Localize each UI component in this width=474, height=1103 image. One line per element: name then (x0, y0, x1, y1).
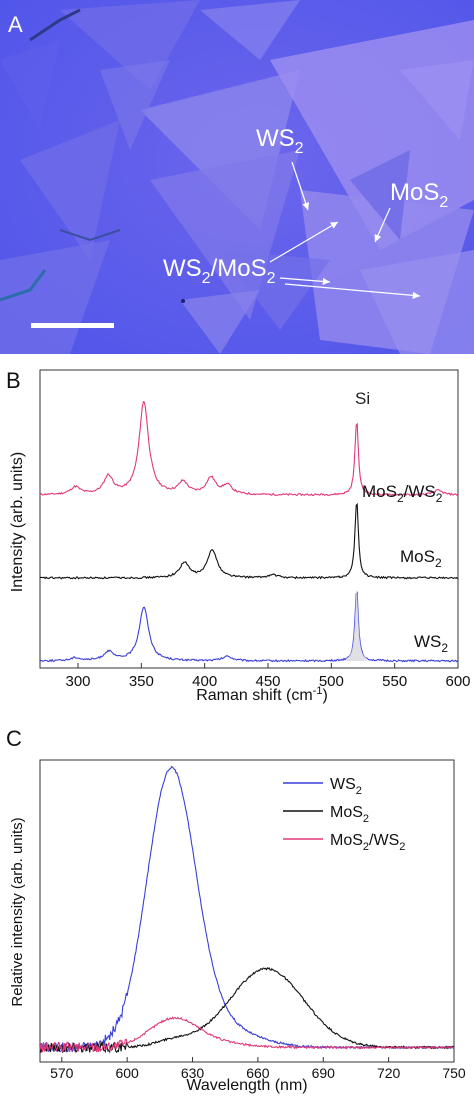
raman-label-mos2: MoS2 (400, 547, 442, 570)
raman-y-axis-label: Intensity (arb. units) (9, 452, 26, 593)
debris (0, 8, 185, 303)
raman-series-line-2 (39, 591, 458, 663)
panel-a-label: A (8, 12, 23, 37)
pl-x-ticks: 570 600 630 660 690 720 750 (50, 1057, 466, 1081)
raman-chart: B 300 350 400 450 500 550 600 Si MoS2/WS2 MoS2… (0, 362, 474, 708)
arrow-mos2 (374, 207, 391, 243)
raman-x-tick-label: 500 (319, 673, 344, 690)
pl-y-axis-label: Relative intensity (arb. units) (9, 817, 26, 1006)
raman-x-tick-label: 300 (65, 673, 90, 690)
raman-label-ws2: WS2 (414, 632, 448, 655)
pl-x-tick-label: 690 (312, 1065, 336, 1081)
arrow-ws2 (291, 161, 310, 211)
pl-x-tick-label: 570 (50, 1065, 74, 1081)
legend-mos2: MoS2 (330, 804, 369, 825)
raman-chart-svg: B 300 350 400 450 500 550 600 Si MoS2/WS2 MoS2… (6, 368, 471, 704)
arrow-hetero-2 (279, 277, 331, 286)
pl-x-tick-label: 720 (377, 1065, 401, 1081)
pl-series-group (39, 765, 455, 1054)
pl-plot-frame (39, 759, 455, 1063)
annotation-arrows (269, 161, 421, 299)
raman-x-tick-label: 450 (255, 673, 280, 690)
mos2-annotation: MoS2 (390, 179, 448, 211)
raman-x-tick-label: 600 (445, 673, 470, 690)
raman-series-line-0 (39, 400, 458, 497)
arrow-hetero-3 (284, 283, 421, 299)
panel-b-label: B (6, 368, 21, 393)
raman-series-line-1 (39, 502, 458, 580)
raman-label-mos2-ws2: MoS2/WS2 (362, 482, 443, 505)
si-peak-shading (346, 589, 367, 661)
pl-chart-svg: C 570 600 630 660 690 720 750 WS2 MoS2 MoS2/WS… (6, 726, 466, 1094)
legend-mos2-ws2: MoS2/WS2 (330, 832, 405, 853)
pl-x-tick-label: 750 (442, 1065, 466, 1081)
hetero-annotation: WS2/MoS2 (163, 255, 276, 287)
pl-series-line-2 (39, 1016, 454, 1053)
raman-x-ticks: 300 350 400 450 500 550 600 (65, 663, 471, 690)
scale-bar (31, 323, 114, 328)
raman-x-axis-label: Raman shift (cm-1) (196, 685, 328, 704)
pl-x-tick-label: 630 (181, 1065, 205, 1081)
pl-series-line-1 (39, 967, 455, 1054)
raman-x-tick-label: 400 (192, 673, 217, 690)
raman-plot-frame (39, 369, 459, 669)
raman-series-group (39, 400, 458, 663)
ws2-annotation: WS2 (256, 125, 304, 157)
pl-legend: WS2 MoS2 MoS2/WS2 (283, 776, 405, 853)
pl-x-tick-label: 600 (115, 1065, 139, 1081)
micrograph-image: A WS2 MoS2 WS2/MoS2 (0, 0, 474, 354)
optical-micrograph: A WS2 MoS2 WS2/MoS2 (0, 0, 474, 354)
pl-series-line-0 (39, 765, 455, 1053)
raman-x-tick-label: 350 (129, 673, 154, 690)
pl-chart: C 570 600 630 660 690 720 750 WS2 MoS2 MoS2/WS… (0, 712, 474, 1098)
si-annotation: Si (355, 389, 370, 408)
pl-x-tick-label: 660 (246, 1065, 270, 1081)
pl-x-axis-label: Wavelength (nm) (186, 1077, 307, 1094)
raman-x-tick-label: 550 (382, 673, 407, 690)
panel-c-label: C (6, 726, 22, 751)
flake-regions (0, 0, 474, 354)
arrow-hetero-1 (269, 221, 339, 263)
legend-ws2: WS2 (330, 776, 362, 797)
